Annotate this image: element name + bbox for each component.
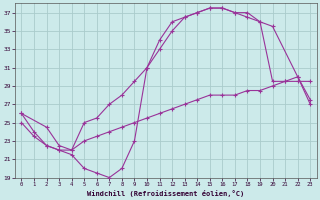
X-axis label: Windchill (Refroidissement éolien,°C): Windchill (Refroidissement éolien,°C) — [87, 190, 244, 197]
